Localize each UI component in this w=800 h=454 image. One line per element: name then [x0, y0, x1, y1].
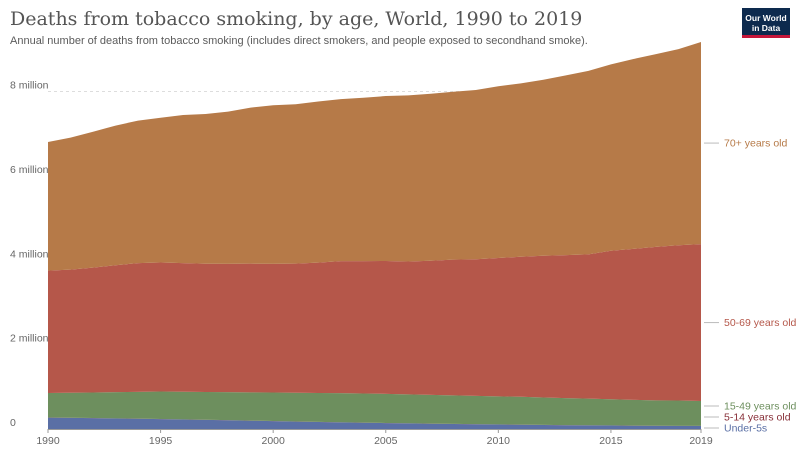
area-70-years-old[interactable] [48, 42, 701, 271]
y-tick-0: 0 [10, 417, 16, 429]
area-15-49-years-old[interactable] [48, 391, 701, 426]
area-under-5s[interactable] [48, 417, 701, 429]
legend-label-50-69-years-old[interactable]: 50-69 years old [724, 317, 797, 329]
legend-label-5-14-years-old[interactable]: 5-14 years old [724, 412, 791, 424]
chart-subtitle: Annual number of deaths from tobacco smo… [10, 35, 588, 47]
x-tick-1995: 1995 [149, 435, 173, 447]
legend-label-70-years-old[interactable]: 70+ years old [724, 138, 787, 150]
logo-line-2: in Data [751, 23, 781, 33]
y-tick-8-million: 8 million [10, 80, 49, 92]
x-tick-2005: 2005 [374, 435, 398, 447]
owid-logo[interactable]: Our World in Data [742, 8, 790, 38]
y-tick-4-million: 4 million [10, 248, 49, 260]
legend-label-under-5s[interactable]: Under-5s [724, 423, 767, 435]
y-tick-2-million: 2 million [10, 333, 49, 345]
area-5-14-years-old[interactable] [48, 417, 701, 427]
x-tick-2010: 2010 [487, 435, 511, 447]
x-tick-1990: 1990 [36, 435, 60, 447]
area-series[interactable] [48, 42, 701, 429]
x-tick-2000: 2000 [261, 435, 285, 447]
x-axis: 1990 1995 2000 2005 2010 2015 2019 [36, 429, 713, 447]
x-tick-2015: 2015 [599, 435, 623, 447]
y-tick-6-million: 6 million [10, 164, 49, 176]
legend-label-15-49-years-old[interactable]: 15-49 years old [724, 401, 797, 413]
chart-title: Deaths from tobacco smoking, by age, Wor… [10, 8, 583, 30]
logo-line-1: Our World [745, 13, 787, 23]
x-tick-2019: 2019 [689, 435, 713, 447]
area-50-69-years-old[interactable] [48, 244, 701, 402]
